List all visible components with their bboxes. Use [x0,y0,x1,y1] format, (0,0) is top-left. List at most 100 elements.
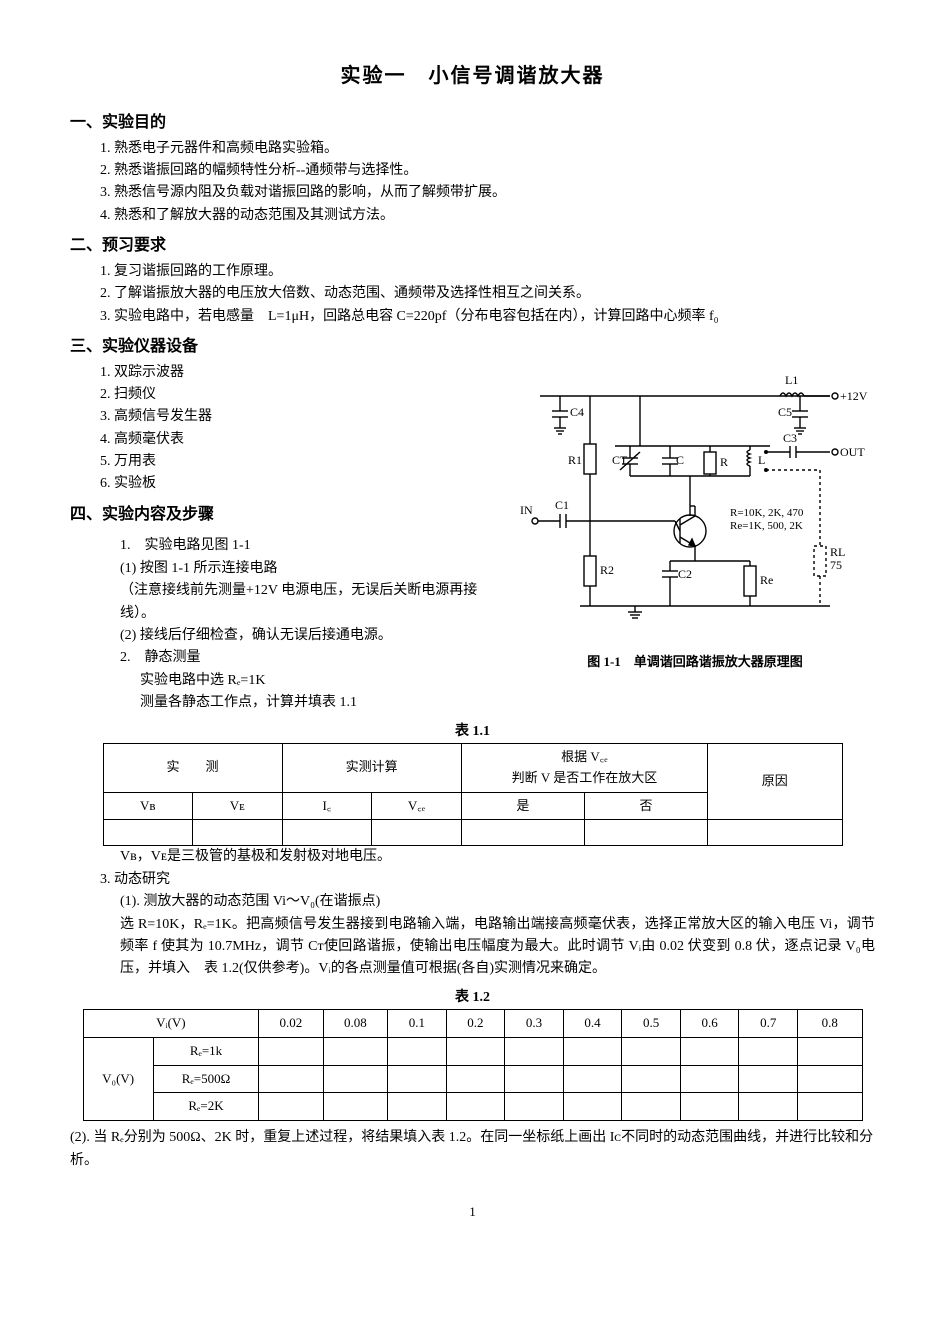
table-cell [563,1065,622,1093]
sec4-p2a: 实验电路中选 Rₑ=1K [140,670,875,692]
t2-c7: 0.6 [680,1010,739,1038]
sec2-item-2: 2. 了解谐振放大器的电压放大倍数、动态范围、通频带及选择性相互之间关系。 [100,283,875,305]
table-cell [323,1093,387,1121]
table-cell [388,1065,447,1093]
table-cell [739,1093,798,1121]
table-cell [259,1093,323,1121]
t1-ve: Vᴇ [193,792,283,820]
t2-c1: 0.08 [323,1010,387,1038]
t1-ic: I꜀ [282,792,372,820]
t1-h1: 实 测 [103,743,282,792]
table-cell [505,1037,564,1065]
table-cell [680,1065,739,1093]
t1-c5 [461,820,584,846]
page-title: 实验一 小信号调谐放大器 [70,60,875,92]
figure-1-1: +12V L1 C4 C5 R1 [515,366,875,673]
sec1-item-2: 2. 熟悉谐振回路的幅频特性分析--通频带与选择性。 [100,160,875,182]
sec2-item-3: 3. 实验电路中，若电感量 L=1μH，回路总电容 C=220pf（分布电容包括… [100,306,875,328]
label-out: OUT [840,445,865,459]
table-cell [323,1037,387,1065]
t1-c3 [282,820,372,846]
t1-no: 否 [584,792,707,820]
section-1-head: 一、实验目的 [70,110,875,136]
t2-vi: Vᵢ(V) [83,1010,259,1038]
section-2-head: 二、预习要求 [70,233,875,259]
table-cell [388,1037,447,1065]
t1-yes: 是 [461,792,584,820]
t1-c1 [103,820,193,846]
table-cell [797,1065,862,1093]
table-cell [259,1065,323,1093]
label-c1: C1 [555,498,569,512]
t2-c4: 0.3 [505,1010,564,1038]
label-12v: +12V [840,389,868,403]
table-cell [446,1093,505,1121]
t2-c6: 0.5 [622,1010,681,1038]
figure-caption: 图 1-1 单调谐回路谐振放大器原理图 [515,652,875,673]
table-cell [680,1093,739,1121]
t1-c4 [372,820,462,846]
label-note-1: R=10K, 2K, 470 [730,507,804,519]
table-cell [797,1037,862,1065]
label-l1: L1 [785,373,798,387]
t2-c2: 0.1 [388,1010,447,1038]
table-cell [563,1037,622,1065]
table-1-2: Vᵢ(V) 0.02 0.08 0.1 0.2 0.3 0.4 0.5 0.6 … [83,1009,863,1121]
label-c5: C5 [778,405,792,419]
t1-vce: V꜀ₑ [372,792,462,820]
label-r2: R2 [600,563,614,577]
table-cell [622,1065,681,1093]
label-c: C [676,453,684,467]
table-cell [505,1065,564,1093]
table-cell [446,1065,505,1093]
table-cell [505,1093,564,1121]
sec1-item-1: 1. 熟悉电子元器件和高频电路实验箱。 [100,138,875,160]
circuit-diagram-svg: +12V L1 C4 C5 R1 [520,366,870,646]
table1-caption: 表 1.1 [70,721,875,743]
sec2-item-1: 1. 复习谐振回路的工作原理。 [100,261,875,283]
table-cell [446,1037,505,1065]
t2-re2: Rₑ=500Ω [153,1065,258,1093]
table-cell [622,1037,681,1065]
table2-caption: 表 1.2 [70,987,875,1009]
t1-vb: Vʙ [103,792,193,820]
label-r1: R1 [568,453,582,467]
t2-re1: Rₑ=1k [153,1037,258,1065]
label-rl: RL [830,545,845,559]
section-3-head: 三、实验仪器设备 [70,334,875,360]
t2-vo: V₀(V) [83,1037,153,1120]
dyn-p3b: 选 R=10K，Rₑ=1K。把高频信号发生器接到电路输入端，电路输出端接高频毫伏… [120,914,875,981]
sec1-item-3: 3. 熟悉信号源内阻及负载对谐振回路的影响，从而了解频带扩展。 [100,182,875,204]
label-c4: C4 [570,405,584,419]
table-cell [739,1065,798,1093]
page-number: 1 [70,1202,875,1223]
table-cell [680,1037,739,1065]
sec1-item-4: 4. 熟悉和了解放大器的动态范围及其测试方法。 [100,205,875,227]
t2-c3: 0.2 [446,1010,505,1038]
dyn-p3a: (1). 测放大器的动态范围 Vi～V₀(在谐振点) [120,891,875,913]
table-cell [323,1065,387,1093]
table-cell [388,1093,447,1121]
label-re: Re [760,573,773,587]
table-1-1: 实 测 实测计算 根据 V꜀ₑ 判断 V 是否工作在放大区 原因 Vʙ Vᴇ I… [103,743,843,846]
t1-c6 [584,820,707,846]
t2-c8: 0.7 [739,1010,798,1038]
dyn-p3: 3. 动态研究 [100,869,875,891]
table-cell [739,1037,798,1065]
label-note-2: Re=1K, 500, 2K [730,520,803,532]
label-in: IN [520,503,533,517]
table-cell [797,1093,862,1121]
t2-re3: Rₑ=2K [153,1093,258,1121]
t2-c5: 0.4 [563,1010,622,1038]
table-cell [563,1093,622,1121]
label-ct: CT [612,453,628,467]
t2-c0: 0.02 [259,1010,323,1038]
label-c3: C3 [783,431,797,445]
label-r: R [720,455,728,469]
t1-c7 [708,820,842,846]
table-cell [259,1037,323,1065]
label-rl-75: 75 [830,558,842,572]
t1-h4: 原因 [708,743,842,819]
t2-c9: 0.8 [797,1010,862,1038]
p-last: (2). 当 Rₑ分别为 500Ω、2K 时，重复上述过程，将结果填入表 1.2… [70,1127,875,1172]
